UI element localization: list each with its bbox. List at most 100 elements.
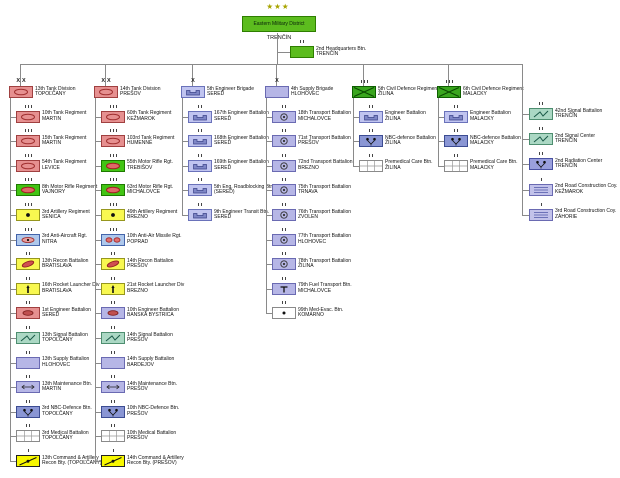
connector-line xyxy=(182,141,188,143)
unit-label: 13th Command & Artillery Recon Bty. (TOP… xyxy=(42,454,108,467)
eng-bridge-symbol-icon xyxy=(193,114,207,120)
unit-box xyxy=(16,258,40,271)
connector-line xyxy=(182,215,188,216)
unit-size-mark xyxy=(272,104,296,108)
unit-name-label: Premedical Care Btn. xyxy=(385,159,433,166)
unit-box xyxy=(272,184,296,197)
unit-size-mark xyxy=(16,326,40,329)
unit-size-mark xyxy=(272,153,296,157)
unit-size-mark xyxy=(272,252,296,256)
connector-line xyxy=(95,288,101,290)
unit-size-mark xyxy=(359,129,383,133)
unit-box xyxy=(16,356,40,369)
recon-symbol-icon xyxy=(21,260,35,268)
unit-location-label: MALACKY xyxy=(463,91,487,98)
unit-name-label: 14th Command & Artillery Recon Bty. (PRE… xyxy=(127,454,184,467)
unit-label: 78th Transport Battalion ŽILINA xyxy=(298,257,364,270)
unit-location-label: PREŠOV xyxy=(120,91,141,98)
unit-location-label: SEREĎ xyxy=(214,140,232,147)
unit-name-label: 13th Command & Artillery Recon Bty. (TOP… xyxy=(42,454,102,467)
hq-symbol-icon xyxy=(291,47,313,57)
unit-label: 5th Eng. Roadblocking Btn. (SEREĎ) xyxy=(214,184,280,196)
unit-label: NBC-defence Battalion MALACKY xyxy=(470,135,536,147)
unit-label: 10th Medical Battalion PREŠOV xyxy=(127,430,193,442)
connector-line xyxy=(10,264,16,266)
unit-name-label: 14th Tank Division xyxy=(120,85,161,92)
unit-location-label: SEREĎ xyxy=(214,164,232,171)
district-box: Eastern Military District xyxy=(242,16,316,32)
unit-name-label: 63rd Motor Rifle Rgt. xyxy=(127,183,174,190)
unit-box xyxy=(101,159,125,172)
unit-label: 14th Maintenance Btn. PREŠOV xyxy=(127,380,193,393)
unit-size-mark xyxy=(188,129,212,133)
connector-line xyxy=(95,461,101,462)
connector-line xyxy=(95,165,101,167)
eng-bridge-symbol-icon xyxy=(193,213,207,219)
district-name-label: Eastern Military District xyxy=(253,21,305,27)
unit-label: 3rd NBC-Defence Btn. TOPOĽČANY xyxy=(42,405,108,417)
unit-location-label: MALACKY xyxy=(470,115,494,122)
unit-box xyxy=(101,282,125,295)
unit-name-label: 18th Transport Battalion xyxy=(298,110,352,117)
unit-label: 21st Rocket Launcher Div BREZNO xyxy=(127,282,193,294)
unit-size-mark xyxy=(529,152,553,156)
unit-box xyxy=(359,110,383,123)
nbc-symbol-icon xyxy=(451,138,461,146)
unit-size-mark xyxy=(16,350,40,354)
eng-bridge-symbol-icon xyxy=(193,139,207,145)
unit-size-mark xyxy=(16,252,40,256)
unit-size-mark xyxy=(444,129,468,133)
unit-name-label: 78th Transport Battalion xyxy=(298,257,352,264)
unit-box xyxy=(16,307,40,320)
unit-location-label: MARTIN xyxy=(42,115,62,122)
connector-line xyxy=(353,116,359,118)
nbc-symbol-icon xyxy=(366,138,376,146)
unit-size-mark xyxy=(529,127,553,131)
connector-line xyxy=(438,98,439,166)
unit-location-label: BREZNO xyxy=(127,214,148,221)
eng-bridge-symbol-icon xyxy=(186,90,200,96)
unit-name-label: Engineer Battalion xyxy=(470,110,511,117)
medical-symbol-icon xyxy=(17,431,39,442)
unit-name-label: 79th Fuel Transport Btn. xyxy=(298,282,352,289)
unit-location-label: SEREĎ xyxy=(214,115,232,122)
tank-symbol-icon xyxy=(21,162,35,170)
unit-box xyxy=(101,233,125,246)
unit-label: 167th Engineer Battalion SEREĎ xyxy=(214,110,280,122)
unit-size-mark xyxy=(101,104,125,108)
unit-box xyxy=(101,455,125,467)
unit-label: 14th Tank Division PREŠOV xyxy=(120,85,186,98)
unit-label: 13th Tank Division TOPOĽČANY xyxy=(35,86,101,98)
unit-name-label: 10th Tank Regiment xyxy=(42,110,87,117)
unit-size-mark xyxy=(16,301,40,305)
unit-location-label: ŽILINA xyxy=(298,263,314,270)
unit-box xyxy=(16,405,40,418)
unit-name-label: 13th Recon Battalion xyxy=(42,257,89,264)
unit-location-label: SEREĎ xyxy=(207,91,225,98)
unit-box xyxy=(16,381,40,394)
unit-name-label: 2nd Radiation Center xyxy=(555,157,603,164)
unit-label: 18th Transport Battalion MICHALOVCE xyxy=(298,110,364,122)
unit-size-mark xyxy=(290,40,314,43)
unit-size-mark: XX xyxy=(101,78,113,84)
unit-name-label: 14th Maintenance Btn. xyxy=(127,380,178,387)
unit-box xyxy=(359,135,383,148)
unit-name-label: 71st Transport Battalion xyxy=(298,134,351,141)
connector-line xyxy=(353,98,354,166)
unit-label: 1st Engineer Battalion SEREĎ xyxy=(42,307,108,319)
unit-box xyxy=(444,110,468,123)
unit-label: 6th Civil Defence Regiment MALACKY xyxy=(463,86,529,98)
unit-size-mark xyxy=(101,153,125,157)
nbc-symbol-icon xyxy=(23,408,33,417)
artillery-symbol-icon xyxy=(111,213,115,217)
unit-box xyxy=(352,86,376,98)
unit-label: 49th Artillery Regiment BREZNO xyxy=(127,209,193,221)
unit-label: Engineer Battalion MALACKY xyxy=(470,110,536,122)
unit-location-label: VAJNORY xyxy=(42,189,66,196)
connector-line xyxy=(10,141,16,143)
unit-location-label: TOPOĽČANY xyxy=(42,435,73,442)
connector-line xyxy=(10,461,16,462)
unit-box xyxy=(272,159,296,172)
connector-line xyxy=(95,190,101,192)
unit-size-mark xyxy=(101,276,125,280)
